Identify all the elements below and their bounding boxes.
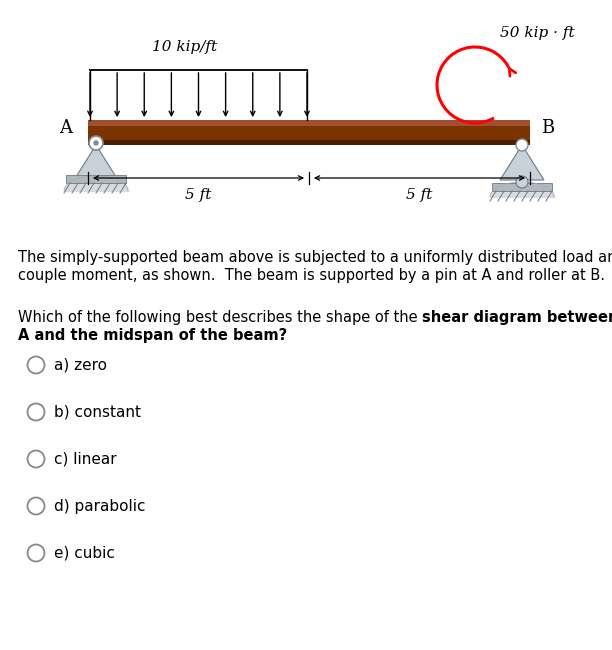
Bar xyxy=(66,175,126,183)
Text: The simply-supported beam above is subjected to a uniformly distributed load and: The simply-supported beam above is subje… xyxy=(18,250,612,265)
Text: d) parabolic: d) parabolic xyxy=(54,499,146,514)
Circle shape xyxy=(94,141,98,145)
Text: 5 ft: 5 ft xyxy=(185,188,212,202)
Text: 10 kip/ft: 10 kip/ft xyxy=(152,40,217,54)
Text: 5 ft: 5 ft xyxy=(406,188,433,202)
Bar xyxy=(492,183,552,191)
Text: 50 kip · ft: 50 kip · ft xyxy=(500,26,575,40)
Text: couple moment, as shown.  The beam is supported by a pin at A and roller at B.: couple moment, as shown. The beam is sup… xyxy=(18,268,605,283)
Polygon shape xyxy=(74,145,118,180)
Text: A and the midspan of the beam?: A and the midspan of the beam? xyxy=(18,328,287,343)
Text: e) cubic: e) cubic xyxy=(54,545,115,560)
Text: B: B xyxy=(542,119,554,137)
Polygon shape xyxy=(500,145,544,180)
Text: a) zero: a) zero xyxy=(54,358,107,372)
Circle shape xyxy=(516,176,528,188)
Text: Which of the following best describes the shape of the: Which of the following best describes th… xyxy=(18,310,422,325)
Bar xyxy=(88,120,530,126)
Text: b) constant: b) constant xyxy=(54,404,141,419)
Text: shear diagram between point: shear diagram between point xyxy=(422,310,612,325)
Bar xyxy=(88,120,530,145)
Bar xyxy=(88,140,530,145)
Text: c) linear: c) linear xyxy=(54,452,117,467)
Circle shape xyxy=(516,139,528,151)
Text: A: A xyxy=(59,119,72,137)
Circle shape xyxy=(89,136,103,150)
